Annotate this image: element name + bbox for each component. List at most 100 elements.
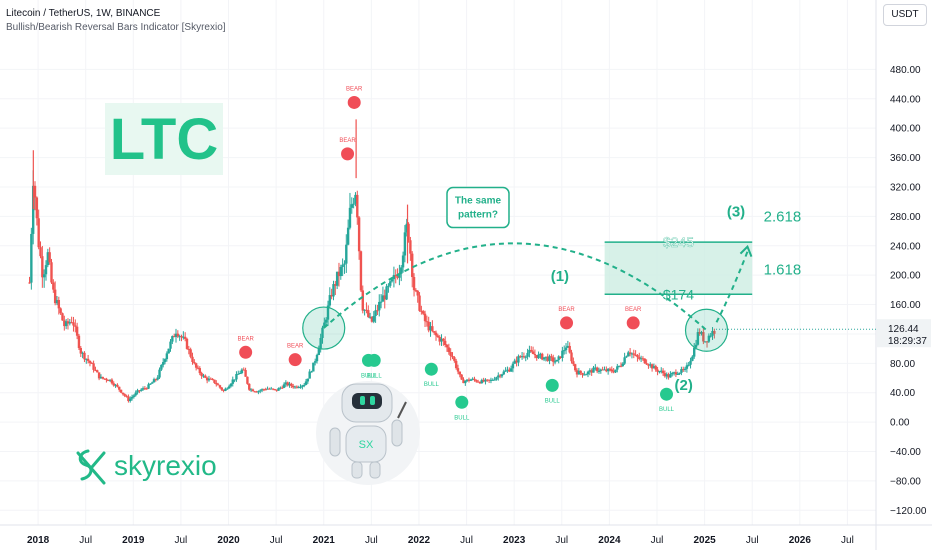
candle-body — [671, 373, 674, 375]
candle-body — [643, 358, 646, 364]
candle-body — [645, 363, 648, 365]
candle-body — [326, 305, 330, 320]
candle-body — [240, 369, 244, 373]
candle-body — [255, 391, 258, 393]
candle-body — [709, 335, 712, 337]
candle-body — [174, 333, 178, 338]
pattern-annotations: The same pattern? 2.618 1.618 (1) (2) (3) — [302, 186, 802, 394]
candle-body — [661, 370, 665, 374]
callout-bubble — [446, 186, 510, 229]
candle-body — [504, 370, 507, 372]
candle-body — [284, 382, 288, 385]
candle-body — [649, 364, 652, 366]
candle-body — [460, 374, 463, 380]
candle-body — [713, 330, 716, 334]
candle-body — [176, 333, 180, 337]
fib-level-label: 2.618 — [764, 208, 802, 225]
candle-body — [74, 325, 77, 327]
callout-line-1: The same — [455, 196, 502, 207]
candle-body — [698, 332, 701, 334]
time-tick-label: Jul — [460, 535, 473, 546]
candle-body — [590, 370, 593, 373]
candle-body — [50, 262, 53, 283]
candle-body — [680, 369, 683, 373]
candle-body — [218, 385, 222, 388]
candle-body — [546, 356, 549, 361]
candle-body — [275, 389, 278, 391]
candle-body — [136, 390, 139, 393]
bull-signal-label: BULL — [424, 382, 440, 388]
candle-body — [297, 387, 300, 389]
candle-body — [129, 398, 132, 402]
bull-signal-dot — [455, 395, 469, 409]
candle-body — [290, 383, 293, 386]
candle-body — [85, 358, 88, 360]
candle-body — [456, 368, 460, 372]
candle-body — [581, 373, 584, 375]
price-tick-label: −120.00 — [890, 506, 927, 517]
wave-label: (3) — [727, 203, 745, 220]
candle-body — [317, 348, 321, 355]
candle-body — [687, 364, 690, 366]
candle-body — [427, 321, 430, 331]
candle-body — [552, 357, 555, 362]
candle-body — [418, 295, 421, 311]
time-tick-label: 2022 — [408, 535, 431, 546]
candle-body — [656, 369, 659, 372]
candle-body — [658, 371, 661, 373]
candle-body — [123, 394, 126, 396]
candle-body — [583, 374, 586, 376]
candle-body — [621, 363, 624, 367]
candle-body — [238, 372, 242, 374]
candle-body — [110, 379, 114, 384]
candle-body — [509, 368, 513, 372]
candle-body — [608, 368, 612, 370]
price-axis[interactable]: 480.00 440.00 400.00 360.00 320.00 280.00 240.… — [716, 0, 932, 550]
candle-body — [548, 356, 551, 361]
bull-signal-label: BULL — [361, 373, 377, 379]
candle-body — [92, 363, 95, 370]
candle-body — [48, 252, 51, 263]
bull-signal-label: BULL — [659, 407, 675, 413]
time-tick-label: 2026 — [789, 535, 812, 546]
candle-body — [676, 373, 679, 375]
target-zone-box — [604, 242, 753, 295]
time-axis[interactable]: 2018 Jul 2019 Jul 2020 Jul 2021 Jul 2022 Jul 2023 J… — [0, 524, 932, 546]
candle-body — [57, 300, 61, 309]
time-tick-label: Jul — [746, 535, 759, 546]
candle-body — [396, 276, 399, 278]
candle-body — [498, 375, 502, 377]
candle-body — [693, 347, 696, 357]
candle-body — [630, 353, 634, 355]
currency-button[interactable]: USDT — [883, 4, 927, 26]
candle-body — [606, 368, 610, 372]
candle-body — [343, 263, 346, 265]
candle-body — [632, 353, 635, 355]
price-tick-label: 360.00 — [890, 153, 921, 164]
candle-body — [447, 347, 451, 353]
fib-level-label: 1.618 — [764, 261, 802, 278]
bear-signal-dot — [288, 353, 302, 367]
candle-body — [28, 282, 31, 284]
zone-high-label: $245 — [663, 234, 694, 250]
candle-body — [121, 392, 125, 395]
candle-body — [667, 374, 670, 378]
candle-body — [187, 348, 191, 350]
candle-body — [685, 365, 689, 369]
candle-body — [597, 370, 601, 372]
candle-body — [513, 360, 516, 364]
bear-signal-dot — [347, 95, 361, 109]
candle-body — [405, 223, 408, 233]
candle-body — [672, 372, 676, 374]
candle-body — [392, 274, 396, 280]
candle-body — [489, 379, 493, 381]
candle-body — [158, 369, 161, 378]
price-axis-bg — [876, 0, 932, 550]
candle-body — [356, 194, 359, 218]
price-tick-label: 0.00 — [890, 418, 910, 429]
price-tick-label: 160.00 — [890, 300, 921, 311]
candle-body — [368, 316, 372, 318]
candle-body — [467, 379, 471, 381]
